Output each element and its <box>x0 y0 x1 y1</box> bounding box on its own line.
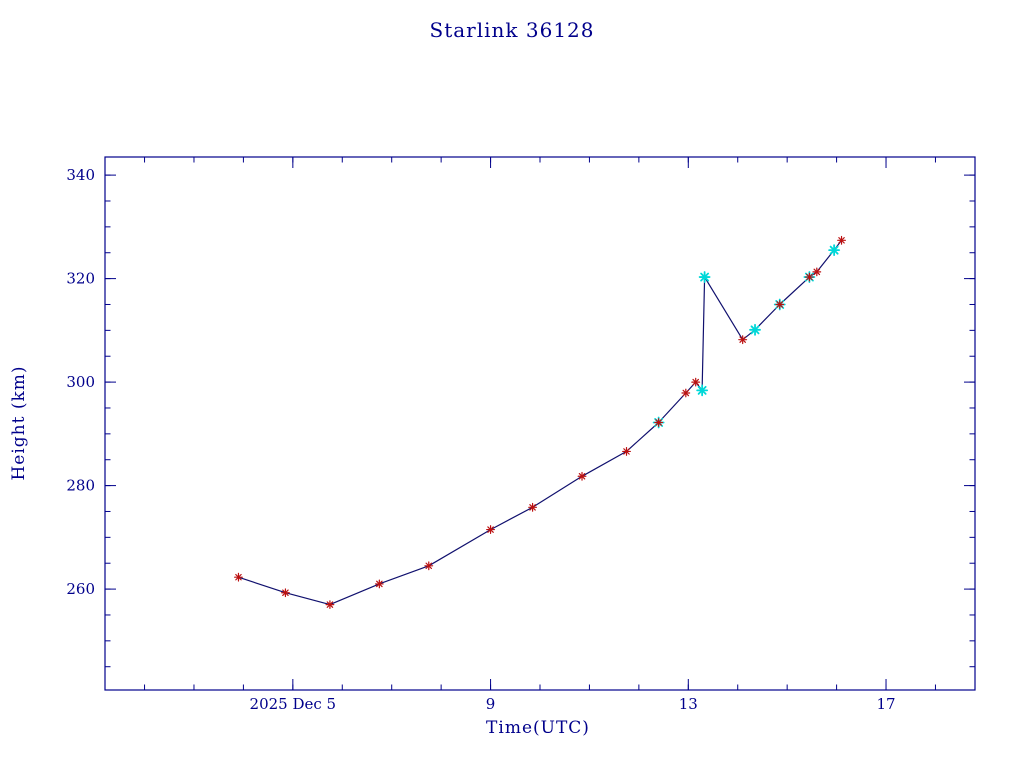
svg-text:17: 17 <box>876 695 895 713</box>
axis-ticks <box>105 157 975 690</box>
svg-text:2025 Dec 5: 2025 Dec 5 <box>250 695 337 713</box>
height-line-series <box>238 239 842 606</box>
svg-text:320: 320 <box>66 270 95 288</box>
plot-frame <box>104 156 976 691</box>
y-axis-label: Height (km) <box>9 365 29 480</box>
svg-text:260: 260 <box>66 580 95 598</box>
svg-text:280: 280 <box>66 477 95 495</box>
svg-text:13: 13 <box>679 695 698 713</box>
axis-tick-labels: 2025 Dec 5 9 13 17 260 280 300 320 340 <box>66 166 895 713</box>
data-point-markers <box>234 235 846 610</box>
chart-title: Starlink 36128 <box>430 18 595 42</box>
x-axis-label: Time(UTC) <box>486 718 590 738</box>
svg-text:300: 300 <box>66 373 95 391</box>
svg-text:340: 340 <box>66 166 95 184</box>
svg-text:9: 9 <box>486 695 496 713</box>
